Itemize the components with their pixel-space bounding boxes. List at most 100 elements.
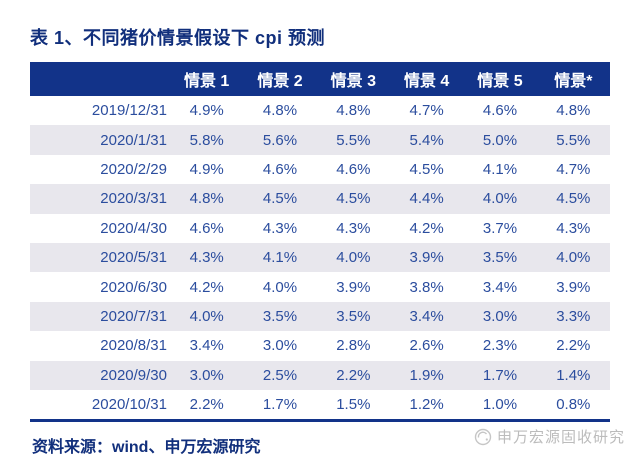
value-cell: 2.5%	[262, 366, 298, 384]
date-cell: 2020/2/29	[100, 160, 167, 178]
value-cell: 4.5%	[336, 190, 371, 208]
date-cell: 2020/8/31	[100, 337, 167, 355]
value-cell: 1.9%	[409, 366, 444, 384]
date-cell: 2020/5/31	[100, 249, 167, 267]
table-row: 2020/8/31 3.4% 3.0% 2.8% 2.6% 2.3% 2.2%	[30, 331, 610, 361]
date-cell: 2020/9/30	[100, 366, 167, 384]
date-cell: 2019/12/31	[91, 102, 167, 120]
value-cell: 2.2%	[336, 366, 371, 384]
watermark-text: 申万宏源固收研究	[496, 429, 625, 446]
value-cell: 4.0%	[262, 278, 298, 296]
value-cell: 5.5%	[556, 131, 591, 149]
column-header: 情景 3	[330, 73, 376, 90]
value-cell: 3.5%	[336, 307, 371, 325]
value-cell: 3.0%	[189, 366, 224, 384]
value-cell: 3.5%	[482, 249, 518, 267]
table-row: 2020/4/30 4.6% 4.3% 4.3% 4.2% 3.7% 4.3%	[30, 213, 610, 243]
date-cell: 2020/3/31	[100, 190, 167, 208]
value-cell: 4.8%	[262, 102, 298, 120]
value-cell: 1.4%	[556, 366, 591, 384]
value-cell: 4.1%	[262, 249, 298, 267]
value-cell: 4.3%	[189, 249, 224, 267]
value-cell: 4.4%	[409, 190, 444, 208]
value-cell: 4.8%	[189, 190, 224, 208]
watermark: 申万宏源固收研究	[474, 426, 625, 447]
value-cell: 1.7%	[482, 366, 518, 384]
value-cell: 4.9%	[189, 160, 224, 178]
source-note: 资料来源：wind、申万宏源研究	[32, 439, 261, 456]
column-header: 情景 2	[257, 73, 303, 90]
value-cell: 2.3%	[482, 337, 518, 355]
value-cell: 1.5%	[336, 396, 371, 414]
value-cell: 4.0%	[336, 249, 371, 267]
value-cell: 2.2%	[556, 337, 591, 355]
table-row: 2020/7/31 4.0% 3.5% 3.5% 3.4% 3.0% 3.3%	[30, 301, 610, 332]
value-cell: 3.3%	[556, 307, 591, 325]
value-cell: 3.0%	[262, 337, 298, 355]
table-header-row: 情景 1 情景 2 情景 3 情景 4 情景 5 情景*	[30, 62, 610, 96]
table-bottom-rule	[30, 419, 610, 423]
value-cell: 4.0%	[189, 307, 224, 325]
table-row: 2020/9/30 3.0% 2.5% 2.2% 1.9% 1.7% 1.4%	[30, 360, 610, 390]
sws-logo-icon	[474, 428, 492, 446]
value-cell: 4.5%	[409, 160, 444, 178]
value-cell: 4.6%	[336, 160, 371, 178]
value-cell: 2.6%	[409, 337, 444, 355]
value-cell: 4.0%	[482, 190, 518, 208]
value-cell: 4.5%	[556, 190, 591, 208]
date-cell: 2020/4/30	[100, 219, 167, 237]
value-cell: 4.2%	[409, 219, 444, 237]
value-cell: 4.6%	[482, 102, 518, 120]
table-row: 2020/5/31 4.3% 4.1% 4.0% 3.9% 3.5% 4.0%	[30, 242, 610, 273]
column-header: 情景 1	[183, 73, 230, 90]
table-row: 2020/10/31 2.2% 1.7% 1.5% 1.2% 1.0% 0.8%	[30, 389, 610, 420]
value-cell: 3.8%	[409, 278, 444, 296]
value-cell: 4.3%	[336, 219, 371, 237]
date-cell: 2020/1/31	[100, 131, 167, 149]
value-cell: 4.9%	[189, 102, 224, 120]
value-cell: 4.3%	[262, 219, 298, 237]
value-cell: 1.0%	[482, 396, 518, 414]
value-cell: 3.4%	[482, 278, 518, 296]
table-row: 2020/1/31 5.8% 5.6% 5.5% 5.4% 5.0% 5.5%	[30, 125, 610, 155]
value-cell: 3.5%	[262, 307, 298, 325]
value-cell: 5.6%	[262, 131, 298, 149]
cpi-scenario-table: 情景 1 情景 2 情景 3 情景 4 情景 5 情景* 2019/12/31 4.9% 4.…	[30, 62, 610, 423]
value-cell: 3.7%	[482, 219, 518, 237]
value-cell: 4.6%	[262, 160, 298, 178]
column-header: 情景 5	[477, 73, 523, 90]
table-row: 2019/12/31 4.9% 4.8% 4.8% 4.7% 4.6% 4.8%	[30, 96, 610, 126]
value-cell: 1.2%	[409, 396, 444, 414]
value-cell: 3.9%	[336, 278, 371, 296]
value-cell: 2.8%	[336, 337, 371, 355]
value-cell: 4.1%	[482, 160, 518, 178]
value-cell: 3.4%	[409, 307, 444, 325]
value-cell: 4.5%	[262, 190, 298, 208]
value-cell: 3.4%	[189, 337, 224, 355]
value-cell: 0.8%	[556, 396, 591, 414]
date-cell: 2020/10/31	[91, 396, 167, 414]
value-cell: 4.2%	[189, 278, 224, 296]
value-cell: 2.2%	[189, 396, 224, 414]
value-cell: 5.8%	[189, 131, 224, 149]
column-header: 情景 4	[403, 73, 450, 90]
value-cell: 4.7%	[556, 160, 591, 178]
value-cell: 5.0%	[482, 131, 518, 149]
table-row: 2020/3/31 4.8% 4.5% 4.5% 4.4% 4.0% 4.5%	[30, 184, 610, 214]
date-cell: 2020/6/30	[100, 278, 167, 296]
table-body: 2019/12/31 4.9% 4.8% 4.8% 4.7% 4.6% 4.8% 2020/1…	[30, 96, 610, 420]
table-title: 表 1、不同猪价情景假设下 cpi 预测	[30, 28, 326, 48]
value-cell: 3.0%	[482, 307, 518, 325]
date-cell: 2020/7/31	[100, 307, 167, 325]
table-row: 2020/6/30 4.2% 4.0% 3.9% 3.8% 3.4% 3.9%	[30, 272, 610, 302]
value-cell: 1.7%	[262, 396, 298, 414]
value-cell: 4.8%	[556, 102, 591, 120]
value-cell: 4.3%	[556, 219, 591, 237]
value-cell: 4.8%	[336, 102, 371, 120]
value-cell: 4.7%	[409, 102, 444, 120]
value-cell: 5.5%	[336, 131, 371, 149]
value-cell: 3.9%	[409, 249, 444, 267]
value-cell: 4.6%	[189, 219, 224, 237]
column-header: 情景*	[554, 73, 593, 90]
